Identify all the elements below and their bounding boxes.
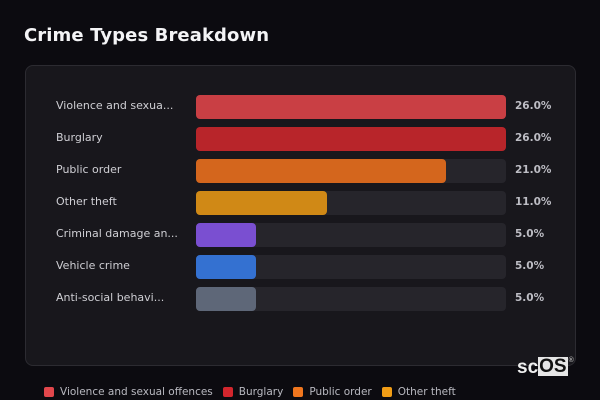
scos-watermark-logo: sc OS ® bbox=[517, 357, 574, 379]
bar-row: Criminal damage an... 5.0% bbox=[26, 223, 575, 247]
bar-value: 26.0% bbox=[515, 132, 552, 144]
registered-mark-icon: ® bbox=[568, 357, 574, 364]
bar-fill[interactable] bbox=[196, 95, 506, 119]
bar-row: Public order 21.0% bbox=[26, 159, 575, 183]
bar-track bbox=[196, 287, 506, 311]
legend-swatch-icon bbox=[381, 387, 392, 397]
bar-row: Vehicle crime 5.0% bbox=[26, 255, 575, 279]
legend-swatch-icon bbox=[44, 387, 54, 397]
bar-track bbox=[196, 95, 506, 119]
bar-track bbox=[196, 255, 506, 279]
bar-label: Other theft bbox=[56, 195, 117, 208]
bar-track bbox=[196, 127, 506, 151]
bar-label: Anti-social behavi... bbox=[56, 291, 165, 304]
legend-label: Other theft bbox=[397, 386, 456, 398]
legend-item[interactable]: Public order bbox=[293, 386, 372, 398]
bar-fill[interactable] bbox=[196, 127, 506, 151]
legend-item[interactable]: Burglary bbox=[222, 386, 284, 398]
bar-value: 11.0% bbox=[515, 196, 552, 208]
legend-label: Burglary bbox=[238, 386, 284, 398]
bar-row: Burglary 26.0% bbox=[26, 127, 575, 151]
bar-track bbox=[196, 159, 506, 183]
bar-row: Other theft 11.0% bbox=[26, 191, 575, 215]
watermark-box-text: OS bbox=[538, 356, 568, 377]
chart-legend: Violence and sexual offences Burglary Pu… bbox=[44, 386, 456, 398]
bar-value: 5.0% bbox=[515, 260, 545, 272]
bar-value: 5.0% bbox=[515, 292, 545, 304]
legend-label: Public order bbox=[309, 386, 372, 398]
bar-label: Public order bbox=[56, 163, 122, 176]
bar-fill[interactable] bbox=[196, 287, 256, 311]
legend-label: Violence and sexual offences bbox=[60, 386, 213, 398]
bar-label: Burglary bbox=[56, 131, 103, 144]
watermark-text: sc bbox=[517, 357, 539, 378]
bar-value: 5.0% bbox=[515, 228, 545, 240]
bar-row: Violence and sexua... 26.0% bbox=[26, 95, 575, 119]
bar-track bbox=[196, 191, 506, 215]
legend-swatch-icon bbox=[222, 387, 233, 397]
bar-fill[interactable] bbox=[196, 159, 447, 183]
bar-fill[interactable] bbox=[196, 255, 256, 279]
bar-fill[interactable] bbox=[196, 223, 256, 247]
chart-panel: Violence and sexua... 26.0% Burglary 26.… bbox=[25, 65, 576, 366]
bar-value: 21.0% bbox=[515, 164, 552, 176]
bar-label: Violence and sexua... bbox=[56, 99, 174, 112]
bar-label: Criminal damage an... bbox=[56, 227, 178, 240]
bar-fill[interactable] bbox=[196, 191, 328, 215]
legend-item[interactable]: Other theft bbox=[381, 386, 456, 398]
bar-value: 26.0% bbox=[515, 100, 552, 112]
legend-item[interactable]: Violence and sexual offences bbox=[44, 386, 213, 398]
chart-title: Crime Types Breakdown bbox=[24, 25, 270, 46]
bar-track bbox=[196, 223, 506, 247]
legend-swatch-icon bbox=[293, 387, 304, 397]
bar-row: Anti-social behavi... 5.0% bbox=[26, 287, 575, 311]
bar-label: Vehicle crime bbox=[56, 259, 130, 272]
